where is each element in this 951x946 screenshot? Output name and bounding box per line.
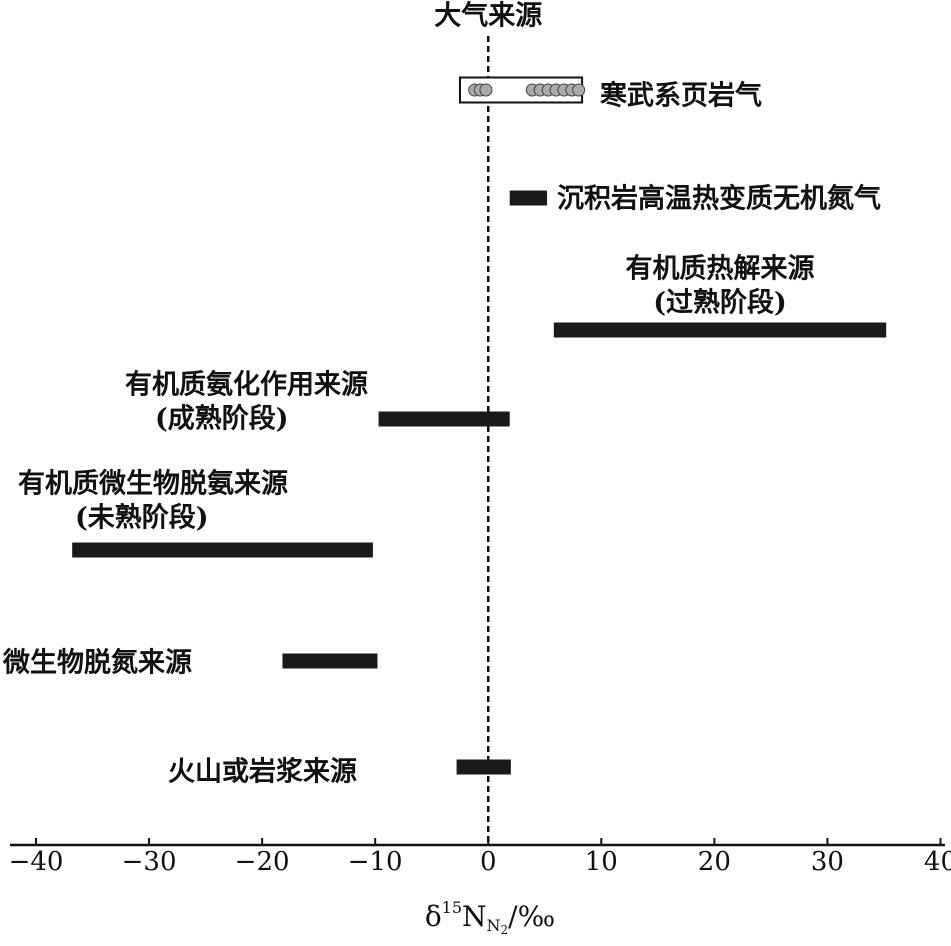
x-label-part: δ [425,900,442,933]
reference-label: 大气来源 [434,1,542,32]
bar-label: 有机质微生物脱氨来源 [18,469,288,500]
x-label-part: N [462,900,487,933]
x-label-part: 2 [501,923,509,937]
range-bar [72,542,373,558]
bar-label: 沉积岩高温热变质无机氮气 [557,183,881,215]
bar-label: 寒武系页岩气 [600,80,762,112]
range-bar [282,653,378,669]
bar-label: (未熟阶段) [75,502,209,534]
bar-label: 微生物脱氮来源 [2,648,192,679]
range-bar [456,759,511,775]
data-point [572,83,586,97]
bar-label: (过熟阶段) [653,287,787,319]
x-tick-label: 20 [698,847,731,877]
x-tick-label: −20 [235,847,290,877]
x-label-part: 15 [442,898,462,917]
x-tick-label: −40 [9,847,64,877]
x-tick-label: 10 [585,847,618,877]
data-point [479,83,493,97]
x-tick-label: 30 [811,847,844,877]
x-tick-label: 0 [480,847,497,877]
bar-label: 有机质热解来源 [626,254,815,285]
bar-label: 有机质氨化作用来源 [125,370,368,401]
x-axis-label: δ15NN2/‰ [425,898,555,937]
x-tick-label: −30 [122,847,177,877]
x-label-part: /‰ [508,900,555,933]
range-bar [509,190,548,206]
x-tick-label: 40 [924,847,951,877]
bar-label: 火山或岩浆来源 [168,756,357,788]
x-label-part: N [487,916,501,935]
range-bar [553,322,887,338]
bar-label: (成熟阶段) [155,403,289,435]
range-bar [378,411,510,427]
x-tick-label: −10 [348,847,403,877]
